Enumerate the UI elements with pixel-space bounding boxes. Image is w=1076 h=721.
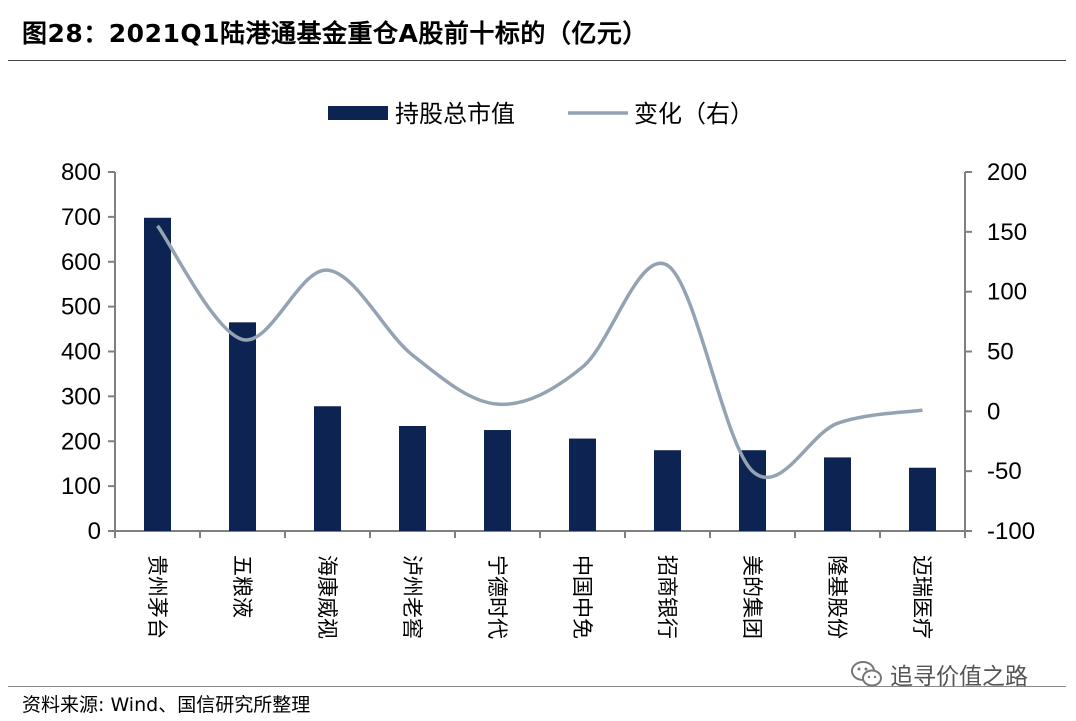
- top-rule: [8, 60, 1066, 61]
- bar: [654, 450, 681, 531]
- bar: [824, 457, 851, 531]
- figure-title: 图28：2021Q1陆港通基金重仓A股前十标的（亿元）: [22, 19, 648, 48]
- right-tick-label: 150: [987, 219, 1027, 246]
- left-tick-label: 200: [61, 428, 101, 455]
- category-label: 宁德时代: [485, 555, 509, 639]
- category-labels: 贵州茅台 五粮液 海康威视 泸州老窖 宁德时代 中国中免 招商银行 美的集团 隆基股份 迈瑞医疗: [145, 555, 934, 639]
- left-tick-label: 800: [61, 159, 101, 186]
- bar: [229, 322, 256, 531]
- category-label: 迈瑞医疗: [910, 555, 934, 639]
- right-tick-label: 0: [987, 398, 1000, 425]
- wechat-icon: [851, 661, 882, 687]
- category-label: 海康威视: [315, 555, 339, 639]
- change-line: [156, 224, 923, 480]
- bar: [314, 406, 341, 531]
- left-tick-label: 0: [88, 518, 101, 545]
- line-series: [156, 224, 923, 480]
- bar: [399, 425, 426, 531]
- bottom-rule: [8, 686, 1066, 687]
- watermark-text: 追寻价值之路: [890, 664, 1028, 690]
- bar: [739, 450, 766, 531]
- category-label: 招商银行: [655, 555, 679, 639]
- category-label: 美的集团: [740, 555, 764, 639]
- right-tick-label: 200: [987, 159, 1027, 186]
- axes: 0 100 200 300 400 500 600 700 800 -100 -50 0 50 100 15…: [61, 159, 1035, 545]
- chart: 持股总市值 变化（右） 0100200300400500600700800-100…: [61, 100, 1035, 639]
- bar: [484, 430, 511, 531]
- bar-series: [144, 217, 936, 531]
- left-tick-label: 100: [61, 473, 101, 500]
- bar: [569, 438, 596, 531]
- legend-label-bar: 持股总市值: [395, 100, 515, 128]
- legend-swatch-bar: [328, 106, 388, 120]
- left-tick-label: 300: [61, 383, 101, 410]
- category-label: 隆基股份: [825, 555, 849, 639]
- right-tick-label: -50: [987, 458, 1022, 485]
- legend: 持股总市值 变化（右）: [328, 100, 754, 128]
- category-label: 贵州茅台: [145, 555, 169, 639]
- bar: [909, 467, 936, 531]
- left-tick-label: 600: [61, 249, 101, 276]
- watermark: 追寻价值之路: [850, 657, 1028, 691]
- left-tick-label: 400: [61, 339, 101, 366]
- category-label: 泸州老窖: [400, 555, 424, 639]
- right-tick-label: 50: [987, 339, 1014, 366]
- category-label: 五粮液: [230, 555, 254, 618]
- legend-label-line: 变化（右）: [634, 100, 754, 128]
- source-note: 资料来源: Wind、国信研究所整理: [22, 694, 311, 716]
- right-tick-label: -100: [987, 518, 1035, 545]
- category-label: 中国中免: [570, 555, 594, 639]
- right-tick-label: 100: [987, 279, 1027, 306]
- left-tick-label: 700: [61, 204, 101, 231]
- left-tick-label: 500: [61, 294, 101, 321]
- bar: [144, 217, 171, 531]
